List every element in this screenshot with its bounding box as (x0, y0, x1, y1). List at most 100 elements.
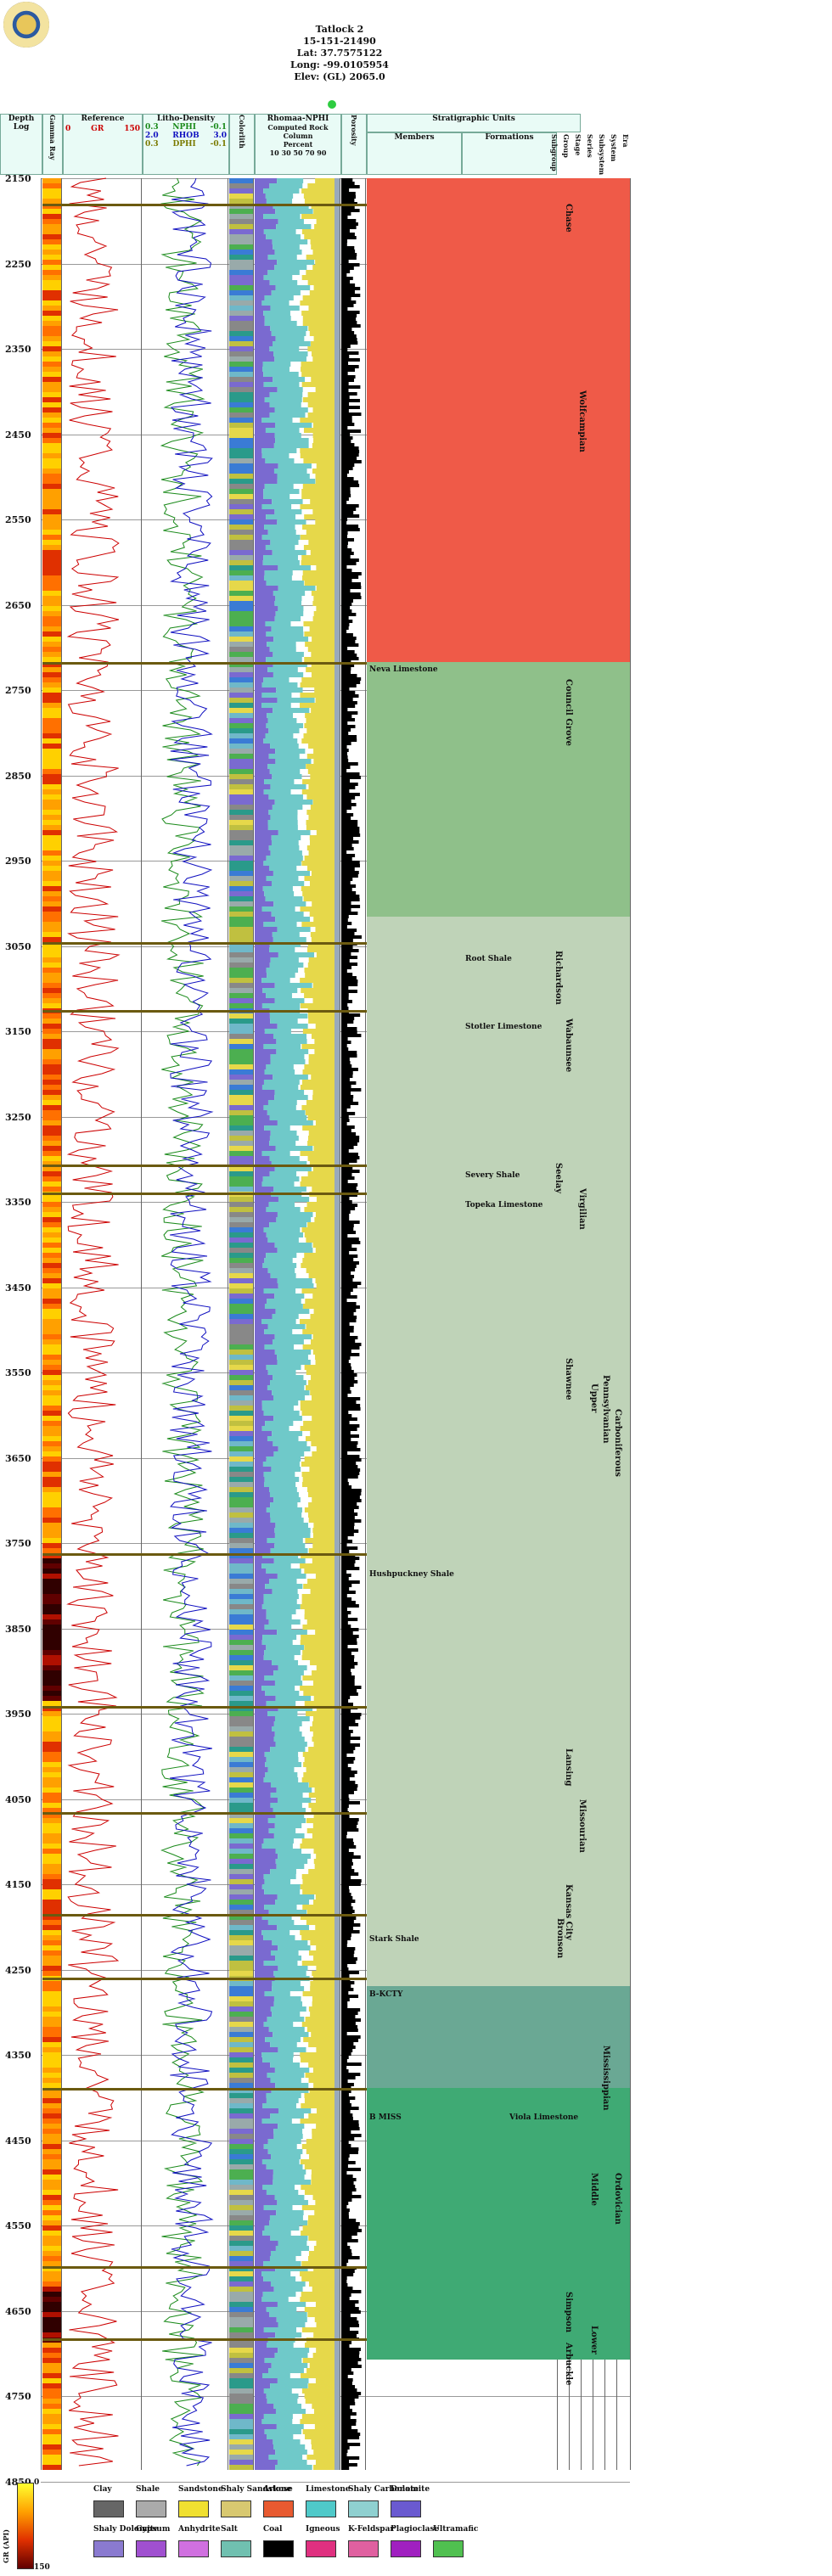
colorlith-band (229, 1436, 253, 1441)
gamma-band (42, 2246, 61, 2251)
rock-dolomite (255, 530, 268, 535)
porosity-bar (341, 2046, 356, 2049)
porosity-bar (341, 803, 357, 806)
colorlith-band (229, 2307, 253, 2312)
legend-swatch (263, 2500, 294, 2517)
legend-label: Ultramafic (433, 2525, 479, 2534)
colorlith-band (229, 1991, 253, 1996)
rock-shale (334, 1171, 340, 1176)
porosity-bar (341, 1326, 354, 1329)
gamma-band (42, 2047, 61, 2052)
colorlith-band (229, 830, 253, 835)
porosity-bar (341, 786, 356, 789)
legend-swatch (178, 2500, 209, 2517)
rock-shale (334, 1548, 340, 1553)
colorlith-band (229, 835, 253, 840)
depth-label: 2250 (5, 258, 31, 270)
colorlith-band (229, 239, 253, 244)
porosity-bar (341, 2208, 350, 2212)
rock-limestone (267, 530, 296, 535)
rock-limestone (263, 1599, 297, 1604)
rock-dolomite (255, 937, 273, 942)
colorlith-band (229, 2113, 253, 2119)
rock-dolomite (255, 1237, 268, 1243)
rock-shale (334, 1202, 340, 1207)
porosity-bar (341, 810, 347, 813)
rock-dolomite (255, 983, 275, 988)
gamma-band (42, 1151, 61, 1156)
porosity-bar (341, 2124, 359, 2127)
rock-shale (334, 1207, 340, 1212)
rock-sandstone (315, 1248, 340, 1253)
colorlith-band (229, 1100, 253, 1105)
gamma-band (42, 1716, 61, 1721)
rock-limestone (273, 1833, 305, 1838)
colorlith-band (229, 2332, 253, 2337)
rock-shale (334, 1187, 340, 1192)
colorlith-band (229, 693, 253, 698)
gamma-band (42, 290, 61, 295)
colorlith-band (229, 1416, 253, 1421)
rock-shale (334, 514, 340, 519)
rock-limestone (261, 2271, 291, 2276)
porosity-bar (341, 575, 359, 579)
porosity-bar (341, 1044, 347, 1047)
rock-shale (334, 698, 340, 703)
porosity-bar (341, 497, 349, 501)
rock-sandstone (316, 463, 340, 469)
rock-limestone (265, 1772, 298, 1777)
gamma-band (42, 2119, 61, 2124)
rock-limestone (275, 611, 304, 616)
rock-dolomite (255, 397, 265, 402)
gamma-band (42, 224, 61, 229)
rock-sandstone (304, 2164, 340, 2169)
rock-dolomite (255, 519, 278, 525)
porosity-bar (341, 1465, 358, 1468)
rock-sandstone (314, 2210, 340, 2215)
colorlith-band (229, 300, 253, 306)
rock-shale (334, 1329, 340, 1334)
colorlith-band (229, 270, 253, 275)
rock-limestone (269, 1492, 299, 1497)
rock-sandstone (316, 2322, 340, 2327)
gamma-band (42, 1477, 61, 1482)
rock-shale (334, 2409, 340, 2414)
rock-limestone (264, 1069, 295, 1075)
rock-limestone (264, 1125, 290, 1131)
porosity-bar (341, 755, 348, 759)
rock-dolomite (255, 1889, 265, 1894)
rock-shale (334, 1625, 340, 1630)
colorlith-band (229, 774, 253, 779)
porosity-bar (341, 2405, 351, 2409)
porosity-bar (341, 1760, 354, 1764)
rock-shale (334, 1925, 340, 1930)
gamma-band (42, 2134, 61, 2139)
rock-dolomite (255, 876, 267, 881)
horizon-line (42, 942, 367, 945)
legend-swatch (93, 2500, 124, 2517)
porosity-bar (341, 457, 357, 460)
rock-limestone (274, 1543, 306, 1548)
rock-dolomite (255, 805, 273, 810)
rock-shale (334, 570, 340, 575)
rock-dolomite (255, 2327, 264, 2332)
porosity-bar (341, 1862, 353, 1866)
porosity-bar (341, 711, 358, 715)
gamma-band (42, 2108, 61, 2113)
colorlith-band (229, 1793, 253, 1798)
gamma-band (42, 372, 61, 377)
rock-dolomite (255, 2388, 264, 2394)
rock-dolomite (255, 1207, 267, 1212)
gamma-band (42, 2404, 61, 2409)
rock-sandstone (311, 2444, 340, 2450)
subsystem-label: Pennsylvanian (601, 1375, 610, 1444)
depth-label: 3350 (5, 1197, 31, 1208)
rock-dolomite (255, 774, 273, 779)
rock-sandstone (303, 896, 340, 901)
porosity-bar (341, 935, 362, 939)
colorlith-band (229, 2460, 253, 2465)
colorlith-band (229, 789, 253, 794)
rock-shale (334, 637, 340, 642)
rock-sandstone (310, 1981, 340, 1986)
porosity-bar (341, 1984, 351, 1988)
